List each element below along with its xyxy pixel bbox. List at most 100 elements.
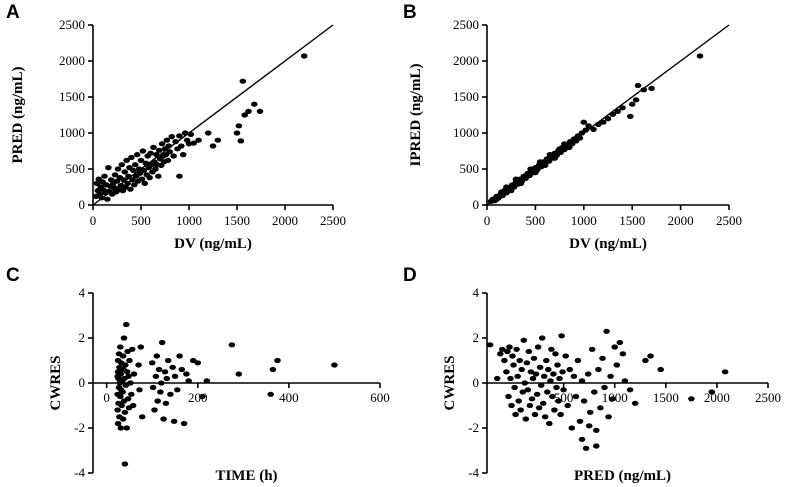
y-tick-label: 2500 [453,17,479,32]
y-tick-label: -2 [468,420,479,435]
data-point [614,108,621,114]
data-point [528,396,536,402]
data-point [105,165,112,171]
data-point [593,427,600,433]
y-tick-label: 2000 [59,53,85,68]
data-point [519,389,527,395]
y-tick-label: 2 [473,330,480,345]
data-point [111,172,119,178]
data-point [235,371,243,377]
data-point [125,173,132,179]
y-axis-title: CWRES [442,355,458,410]
data-point [178,143,185,149]
data-point [540,373,548,379]
data-point [604,116,612,122]
data-point [137,344,145,350]
data-point [123,321,130,328]
panel-letter: A [6,2,20,23]
data-point [527,369,535,375]
x-tick-label: 2000 [272,213,298,228]
y-tick-label: -4 [468,465,479,480]
data-point [536,364,544,370]
x-tick-label: 2000 [704,390,730,405]
data-point [578,378,586,384]
data-point [129,402,137,409]
data-point [123,369,131,375]
data-point [599,355,606,361]
data-point [139,148,147,154]
data-point [163,137,171,143]
data-point [127,186,134,192]
data-point [580,398,588,404]
data-point [493,375,501,382]
data-point [510,362,517,368]
data-point [599,119,607,125]
data-point [176,353,183,359]
data-point [267,391,275,397]
data-point [501,357,508,364]
data-point [121,169,128,175]
data-point [552,351,559,357]
data-point [631,400,639,406]
data-point [158,141,166,147]
data-point [621,378,629,384]
data-point [300,53,308,59]
data-point [642,357,649,364]
data-point [237,138,245,144]
data-point [152,373,160,379]
data-point [117,371,125,377]
data-point [486,342,494,348]
data-point [554,362,561,368]
panel-letter: B [403,2,417,23]
data-point [164,157,172,163]
data-point [688,396,695,402]
data-point [558,333,565,339]
y-tick-label: 1000 [59,125,85,140]
data-point [530,355,538,361]
data-point [172,139,179,145]
data-point [541,414,549,420]
data-point [123,425,130,431]
data-point [607,373,614,379]
data-point [657,366,664,373]
data-point [241,112,248,118]
data-point [538,335,546,341]
data-point [245,108,252,114]
data-point [515,398,522,404]
data-point [118,162,126,168]
data-point [133,152,141,158]
data-point [562,353,569,359]
data-point [190,140,198,146]
data-point [568,425,576,431]
data-point [566,144,573,150]
data-point [130,167,137,173]
x-tick-label: 1000 [176,213,202,228]
data-point [235,123,243,129]
data-point [128,154,135,161]
data-point [535,405,543,411]
y-axis-title: CWRES [48,355,64,410]
data-point [120,177,127,183]
data-point [582,127,589,133]
data-point [101,173,108,179]
y-tick-label: 0 [473,375,480,390]
data-point [597,405,604,411]
data-point [130,371,138,377]
data-point [546,152,554,158]
data-point [647,353,654,359]
data-point [170,418,178,424]
x-tick-label: 1000 [571,213,597,228]
data-point [128,391,135,397]
data-point [214,137,222,143]
data-point [588,346,596,352]
data-point [121,409,129,415]
x-tick-label: 1500 [224,213,250,228]
y-tick-label: 2000 [453,53,479,68]
data-point [527,166,534,172]
data-point [507,375,514,382]
data-point [228,342,236,348]
data-point [195,137,202,143]
data-point [114,407,121,413]
data-point [138,414,146,420]
x-tick-label: 200 [188,390,208,405]
